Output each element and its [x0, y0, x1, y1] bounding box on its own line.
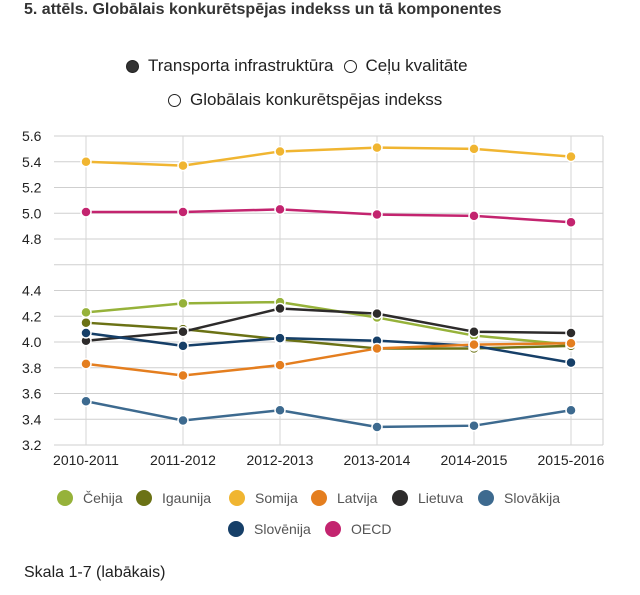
- legend-label: Ceļu kvalitāte: [365, 56, 468, 75]
- data-point: [80, 358, 92, 370]
- legend-label: Latvija: [337, 490, 378, 506]
- data-point: [274, 145, 286, 158]
- y-tick-label: 5.0: [22, 205, 42, 221]
- data-point: [274, 359, 286, 371]
- data-point: [177, 297, 189, 310]
- legend-item-lietuva[interactable]: Lietuva: [392, 490, 463, 506]
- legend-item-global-competitiveness-index[interactable]: Globālais konkurētspējas indekss: [168, 90, 442, 110]
- legend-item-slovakija[interactable]: Slovākija: [478, 490, 560, 506]
- data-point: [371, 342, 383, 355]
- x-tick-label: 2013-2014: [344, 452, 411, 468]
- data-point: [468, 338, 480, 351]
- data-point: [274, 404, 286, 416]
- data-point: [177, 206, 189, 218]
- chart-title: 5. attēls. Globālais konkurētspējas inde…: [24, 1, 502, 18]
- data-point: [565, 327, 577, 339]
- open-circle-icon: [168, 93, 181, 107]
- legend-swatch: [136, 490, 152, 506]
- y-tick-label: 4.8: [22, 231, 42, 247]
- open-circle-icon: [343, 59, 357, 73]
- indicator-legend-row-2: Globālais konkurētspējas indekss: [168, 90, 452, 110]
- legend-swatch: [229, 490, 245, 506]
- data-point: [177, 369, 189, 382]
- legend-swatch: [478, 490, 494, 506]
- y-tick-label: 3.6: [22, 386, 42, 402]
- filled-circle-icon: [126, 59, 139, 73]
- legend-item-transport-infrastructure[interactable]: Transporta infrastruktūra: [126, 56, 334, 76]
- legend-swatch: [57, 490, 73, 506]
- data-point: [177, 414, 189, 427]
- data-point: [274, 332, 286, 344]
- legend-item-latvija[interactable]: Latvija: [311, 490, 377, 506]
- data-point: [371, 208, 383, 221]
- line-chart: 3.2 3.4 3.6 3.8 4.0 4.2 4.4 4.8 5.0 5.2 5.4 5.6 2010…: [22, 128, 605, 468]
- data-point: [565, 404, 577, 416]
- legend-swatch: [325, 521, 341, 537]
- series-line: [85, 300, 572, 346]
- data-point: [468, 325, 480, 338]
- legend-label: Slovēnija: [254, 521, 311, 537]
- legend-label: Somija: [255, 490, 298, 506]
- y-tick-label: 3.2: [22, 437, 42, 453]
- x-tick-label: 2012-2013: [247, 452, 314, 468]
- data-point: [468, 143, 480, 155]
- series-line: [85, 307, 572, 342]
- data-point: [274, 302, 286, 315]
- legend-item-cehija[interactable]: Čehija: [57, 490, 123, 506]
- legend-label: Transporta infrastruktūra: [148, 56, 334, 75]
- legend-item-oecd[interactable]: OECD: [325, 521, 391, 537]
- data-point: [468, 419, 480, 432]
- y-tick-label: 3.4: [22, 411, 42, 427]
- data-point: [274, 203, 286, 216]
- data-point: [565, 356, 577, 369]
- legend-label: Lietuva: [418, 490, 464, 506]
- data-point: [80, 156, 92, 168]
- y-tick-label: 3.8: [22, 360, 42, 376]
- legend-swatch: [392, 490, 408, 506]
- x-tick-label: 2010-2011: [53, 452, 119, 468]
- y-tick-label: 4.0: [22, 334, 42, 350]
- indicator-legend-row-1: Transporta infrastruktūra Ceļu kvalitāte: [126, 56, 478, 76]
- y-tick-label: 4.2: [22, 308, 42, 324]
- data-point: [371, 421, 383, 433]
- legend-item-road-quality[interactable]: Ceļu kvalitāte: [343, 56, 468, 76]
- x-tick-label: 2014-2015: [441, 452, 508, 468]
- legend-item-somija[interactable]: Somija: [229, 490, 298, 506]
- data-point: [80, 306, 92, 319]
- legend-label: Igaunija: [162, 490, 212, 506]
- data-point: [80, 395, 92, 407]
- series-line: [85, 331, 572, 364]
- legend-label: OECD: [351, 521, 392, 537]
- data-point: [565, 150, 577, 163]
- series-line: [85, 342, 572, 377]
- series-line: [86, 208, 572, 224]
- legend-item-igaunija[interactable]: Igaunija: [136, 490, 211, 506]
- data-point: [80, 206, 92, 218]
- x-tick-label: 2011-2012: [150, 452, 216, 468]
- data-point: [177, 325, 189, 338]
- data-point: [371, 307, 383, 320]
- data-point: [177, 340, 189, 352]
- y-tick-label: 5.4: [22, 154, 42, 170]
- legend-label: Čehija: [83, 490, 123, 506]
- data-point: [80, 327, 92, 339]
- data-point: [80, 316, 92, 329]
- scale-note: Skala 1-7 (labākais): [24, 564, 166, 581]
- x-tick-label: 2015-2016: [538, 452, 605, 468]
- series-line: [85, 146, 572, 167]
- legend-swatch: [228, 521, 244, 537]
- y-tick-label: 5.6: [22, 128, 42, 144]
- data-point: [565, 337, 577, 350]
- series-line: [85, 399, 572, 429]
- data-point: [565, 216, 577, 229]
- legend-label: Slovākija: [504, 490, 561, 506]
- legend-item-slovenija[interactable]: Slovēnija: [228, 521, 311, 537]
- legend-label: Globālais konkurētspējas indekss: [190, 90, 443, 109]
- legend-swatch: [311, 490, 327, 506]
- data-point: [468, 210, 480, 222]
- y-tick-label: 4.4: [22, 283, 42, 299]
- data-point: [177, 159, 189, 172]
- y-tick-label: 5.2: [22, 180, 42, 196]
- data-point: [371, 141, 383, 154]
